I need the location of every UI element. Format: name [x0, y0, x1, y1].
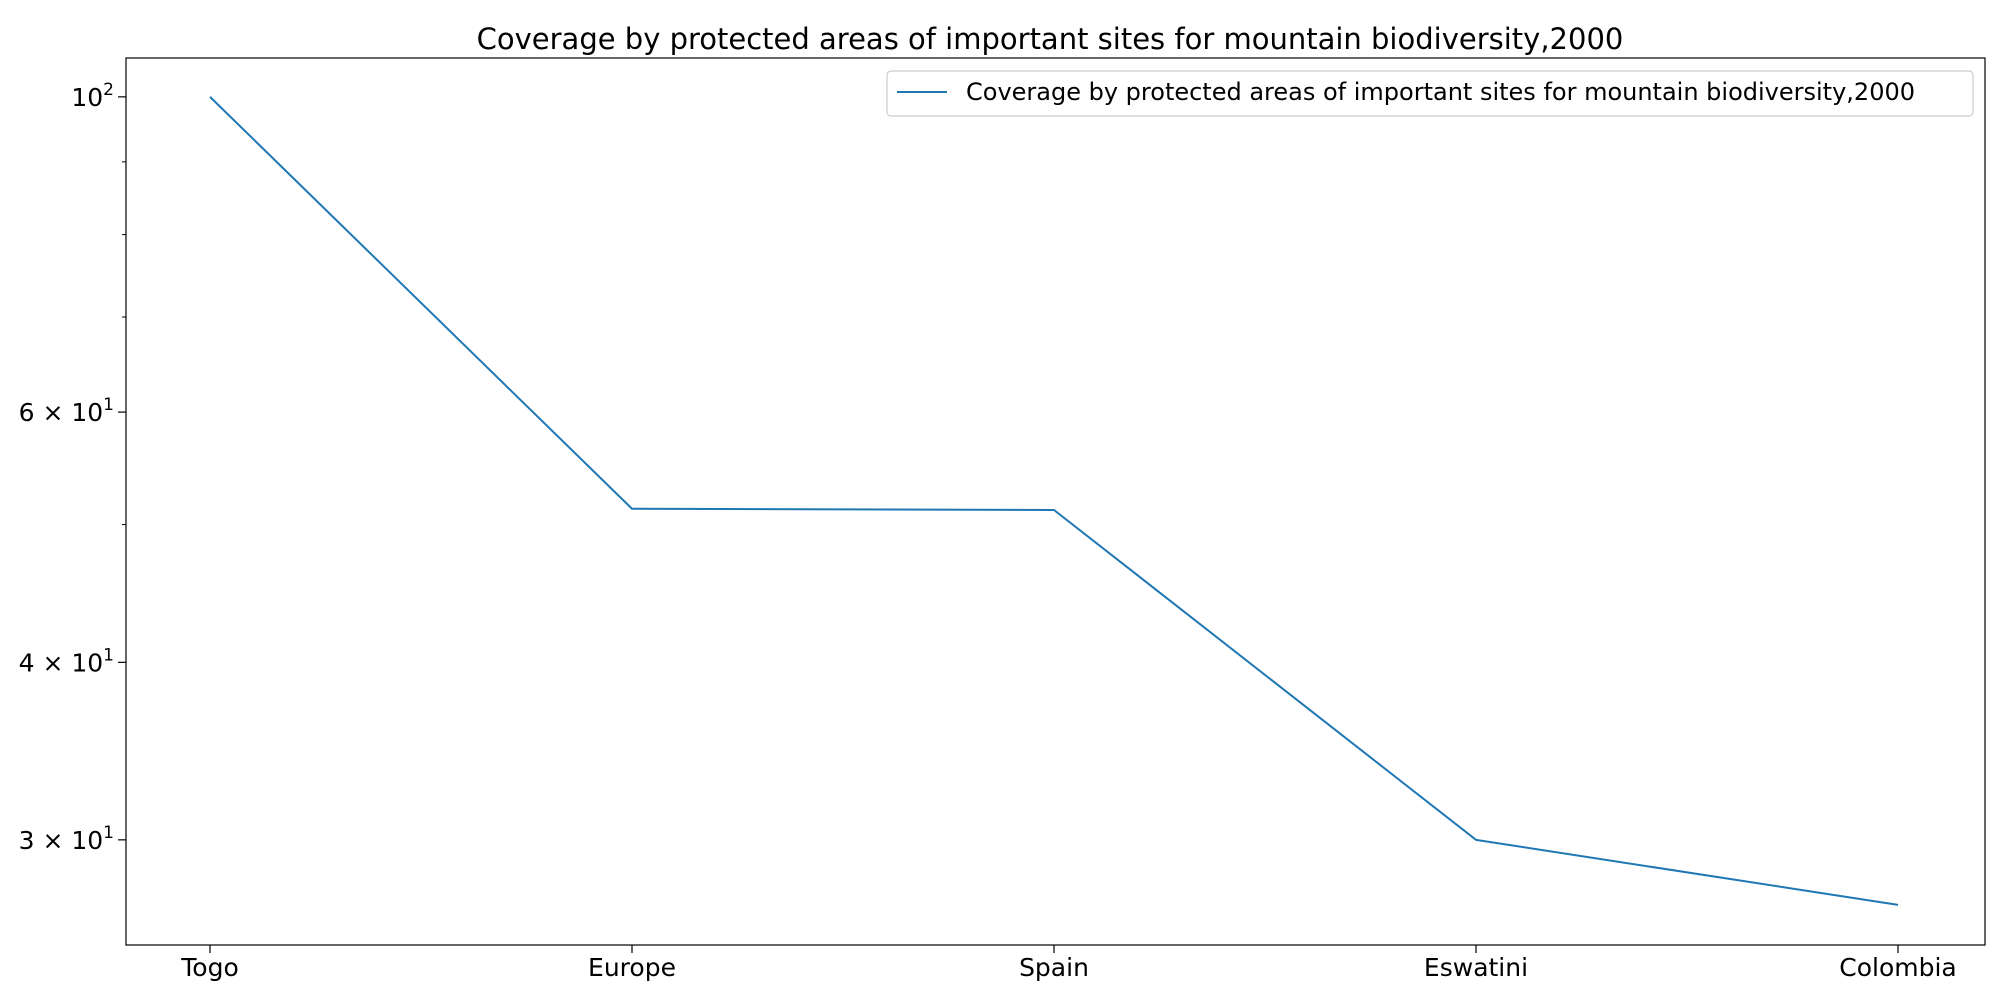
- x-tick-label: Colombia: [1839, 953, 1956, 982]
- x-tick-label: Togo: [180, 953, 238, 982]
- x-tick-label: Europe: [588, 953, 676, 982]
- y-axis: 102 6 × 101 4 × 101 3 × 101: [19, 80, 126, 855]
- series-group: [209, 96, 1899, 906]
- y-tick-label: 4 × 101: [19, 645, 114, 677]
- legend: Coverage by protected areas of important…: [886, 70, 1974, 117]
- legend-label: Coverage by protected areas of important…: [966, 78, 1915, 106]
- y-tick-label: 102: [71, 80, 114, 112]
- x-axis: Togo Europe Spain Eswatini Colombia: [180, 945, 1957, 982]
- legend-box: [886, 70, 1974, 117]
- y-tick-label: 6 × 101: [19, 395, 114, 427]
- x-tick-label: Spain: [1019, 953, 1089, 982]
- chart-title: Coverage by protected areas of important…: [477, 22, 1624, 56]
- x-tick-label: Eswatini: [1424, 953, 1528, 982]
- y-tick-label: 3 × 101: [19, 823, 114, 855]
- plot-area: [125, 57, 1986, 946]
- series-line: [209, 96, 1899, 906]
